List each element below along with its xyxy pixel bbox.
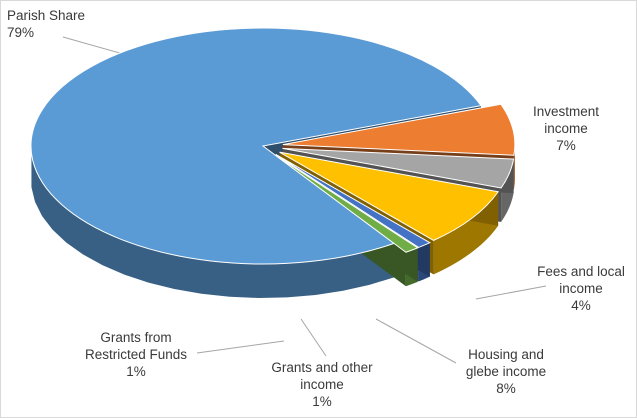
label-parish-name: Parish Share xyxy=(7,8,86,23)
label-investment-pct: 7% xyxy=(556,138,576,153)
label-fees-line2: income xyxy=(559,281,603,296)
label-grants-other-line2: income xyxy=(300,377,344,392)
data-label-investment-income: Investment income 7% xyxy=(521,103,611,154)
leader-line-grants-other xyxy=(300,318,327,357)
data-label-fees-local-income: Fees and local income 4% xyxy=(526,263,636,314)
slice-investment-income xyxy=(282,103,516,156)
label-fees-pct: 4% xyxy=(571,298,591,313)
slice-grants-from-restricted-funds xyxy=(274,154,419,253)
label-parish-pct: 79% xyxy=(7,25,35,40)
data-label-parish-share: Parish Share 79% xyxy=(7,7,85,41)
label-investment-line2: income xyxy=(544,121,588,136)
slice-side-investment-income xyxy=(513,144,515,190)
leader-line-grants-restricted xyxy=(196,340,285,354)
label-grants-other-pct: 1% xyxy=(312,394,332,409)
slice-fees-and-local-income xyxy=(282,147,515,189)
slice-grants-and-other-income xyxy=(275,154,431,248)
slice-parish-share xyxy=(30,27,482,265)
pie-tops xyxy=(30,27,516,265)
data-label-grants-other-income: Grants and other income 1% xyxy=(257,359,387,410)
label-housing-line2: glebe income xyxy=(465,364,547,379)
label-investment-line1: Investment xyxy=(532,104,600,119)
data-label-housing-glebe-income: Housing and glebe income 8% xyxy=(446,346,566,397)
label-housing-line1: Housing and xyxy=(468,347,544,362)
slice-side-parish-share xyxy=(31,153,395,298)
leader-line-fees xyxy=(475,285,547,300)
slice-housing-and-glebe-income xyxy=(279,151,499,241)
data-label-grants-restricted-funds: Grants from Restricted Funds 1% xyxy=(71,329,201,380)
label-grants-other-line1: Grants and other xyxy=(271,360,373,375)
label-grants-restricted-pct: 1% xyxy=(126,364,146,379)
leader-line-housing xyxy=(375,318,457,364)
label-housing-pct: 8% xyxy=(496,381,516,396)
label-grants-restricted-line2: Restricted Funds xyxy=(84,347,188,362)
label-fees-line1: Fees and local xyxy=(537,264,625,279)
label-grants-restricted-line1: Grants from xyxy=(100,330,172,345)
